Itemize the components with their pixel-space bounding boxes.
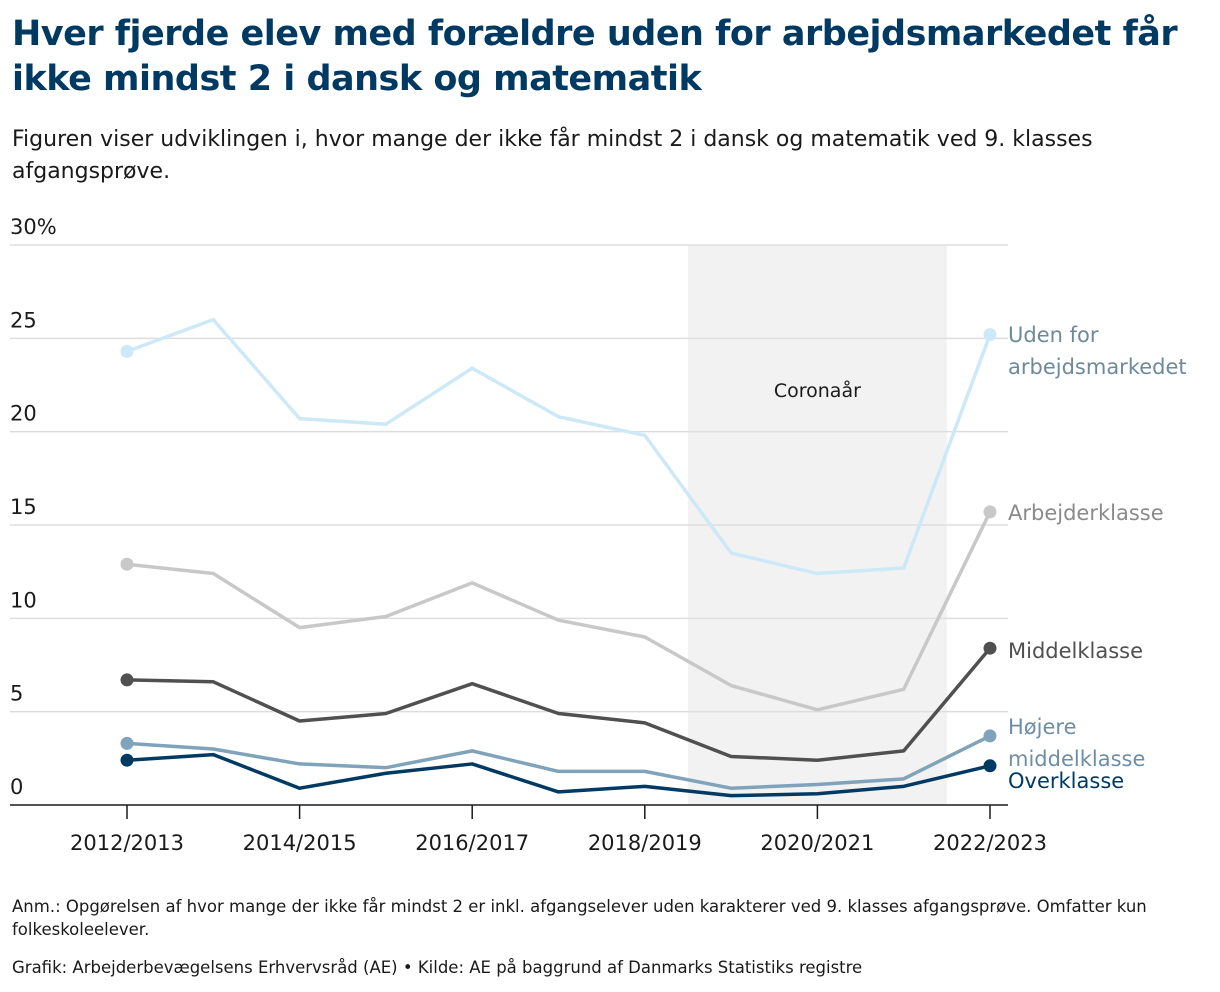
series-line: [126, 317, 992, 576]
x-tick-label: 2012/2013: [70, 831, 184, 855]
endpoint-dot: [120, 344, 134, 358]
y-tick-label: 5: [10, 682, 23, 706]
series-line: [126, 734, 991, 790]
x-tick-label: 2014/2015: [243, 831, 357, 855]
note: Anm.: Opgørelsen af hvor mange der ikke …: [12, 897, 1147, 939]
series-line: [126, 647, 992, 762]
endpoint-dot: [120, 673, 134, 687]
chart-subtitle: Figuren viser udviklingen i, hvor mange …: [12, 127, 1093, 184]
endpoint-dot: [983, 505, 997, 519]
source: Grafik: Arbejderbevægelsens Erhvervsråd …: [12, 958, 863, 977]
endpoint-dot: [983, 641, 997, 655]
series-label: Højere middelklasse: [1008, 714, 1146, 771]
shaded-label: Coronaår: [774, 379, 861, 402]
series-label: Uden for arbejdsmarkedet: [1008, 323, 1187, 380]
x-tick-label: 2022/2023: [933, 831, 1047, 855]
x-tick-label: 2016/2017: [415, 831, 529, 855]
x-tick-label: 2020/2021: [760, 831, 874, 855]
y-tick-label: 25: [10, 308, 37, 332]
y-tick-label: 0: [10, 775, 23, 799]
chart-title: Hver fjerde elev med forældre uden for a…: [12, 14, 1178, 99]
endpoint-dot: [983, 759, 997, 773]
y-tick-label: 30%: [10, 215, 57, 239]
y-tick-label: 15: [10, 495, 37, 519]
x-tick-label: 2018/2019: [588, 831, 702, 855]
series-label: Arbejderklasse: [1008, 500, 1164, 525]
endpoint-dot: [120, 736, 134, 750]
endpoint-dot: [983, 328, 997, 342]
endpoint-dot: [120, 753, 134, 767]
endpoint-dot: [983, 729, 997, 743]
endpoint-dot: [120, 557, 134, 571]
series-line: [126, 752, 991, 798]
series-label: Overklasse: [1008, 768, 1125, 793]
y-tick-label: 10: [10, 588, 37, 612]
series-label: Middelklasse: [1008, 639, 1144, 664]
series-line: [126, 511, 992, 712]
y-tick-label: 20: [10, 402, 37, 426]
